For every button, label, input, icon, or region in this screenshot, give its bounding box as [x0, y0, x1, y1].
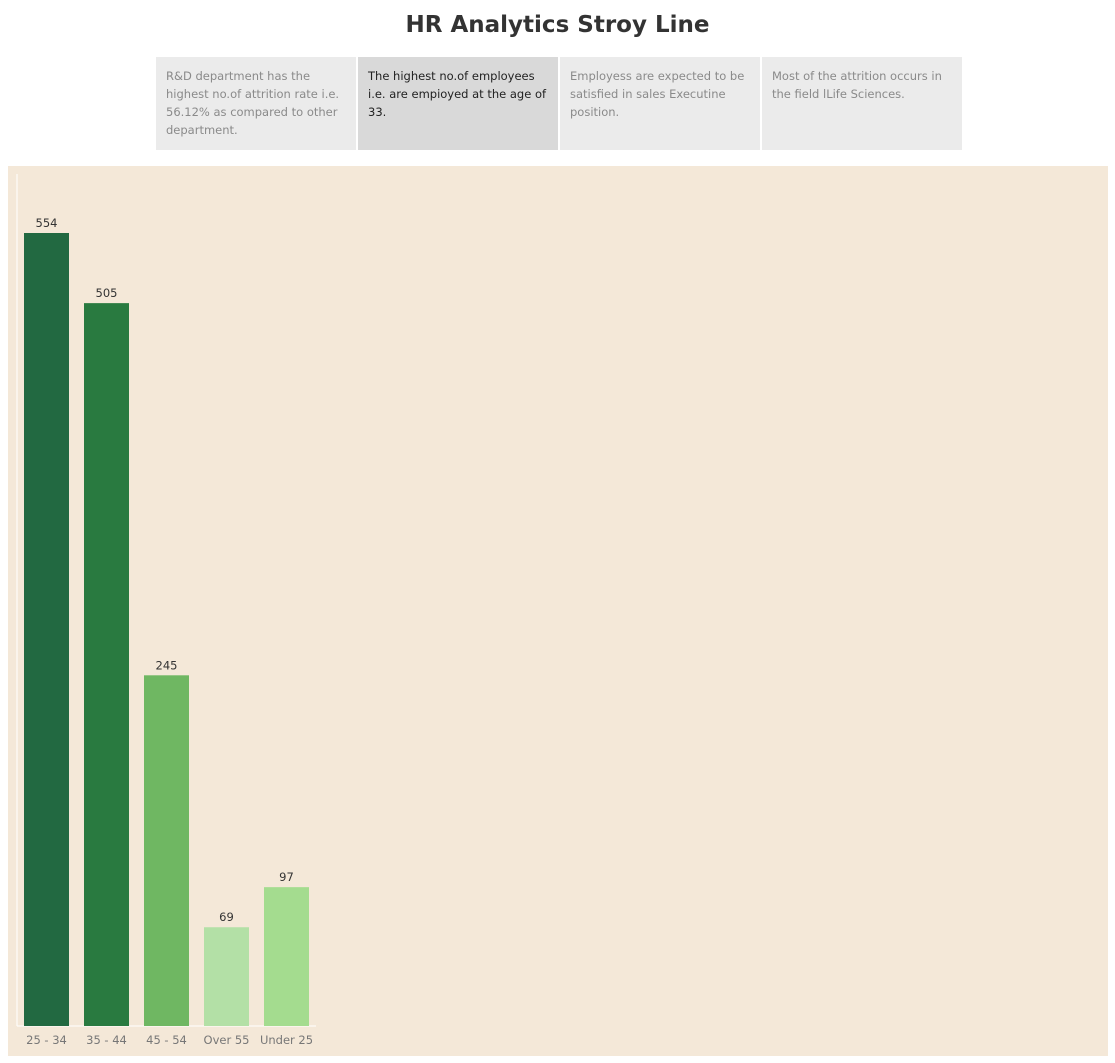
bar-under-25[interactable] — [264, 887, 309, 1026]
x-tick-label: Over 55 — [204, 1033, 250, 1047]
x-tick-label: 25 - 34 — [26, 1033, 67, 1047]
bar-35-44[interactable] — [84, 303, 129, 1026]
bar-value-label: 554 — [36, 216, 58, 230]
bar-value-label: 97 — [279, 870, 294, 884]
age-group-bar-chart: 554 25 - 34 505 35 - 44 245 45 - 54 69 Over 55 9… — [16, 174, 316, 1047]
story-point-2[interactable]: The highest no.of employees i.e. are emp… — [358, 57, 558, 150]
story-point-4[interactable]: Most of the attrition occurs in the fiel… — [762, 57, 962, 150]
bar-over-55[interactable] — [204, 927, 249, 1026]
story-point-3[interactable]: Employess are expected to be satisfied i… — [560, 57, 760, 150]
x-tick-label: Under 25 — [260, 1033, 313, 1047]
bar-value-label: 69 — [219, 910, 234, 924]
story-navigator: R&D department has the highest no.of att… — [156, 57, 962, 150]
bar-value-label: 505 — [96, 286, 118, 300]
chart-panel: 554 25 - 34 505 35 - 44 245 45 - 54 69 Over 55 9… — [8, 166, 1108, 1056]
x-tick-label: 45 - 54 — [146, 1033, 187, 1047]
bar-45-54[interactable] — [144, 675, 189, 1026]
story-point-1[interactable]: R&D department has the highest no.of att… — [156, 57, 356, 150]
x-tick-label: 35 - 44 — [86, 1033, 127, 1047]
bar-25-34[interactable] — [24, 233, 69, 1026]
page-title: HR Analytics Stroy Line — [405, 12, 710, 38]
bar-value-label: 245 — [156, 658, 178, 672]
